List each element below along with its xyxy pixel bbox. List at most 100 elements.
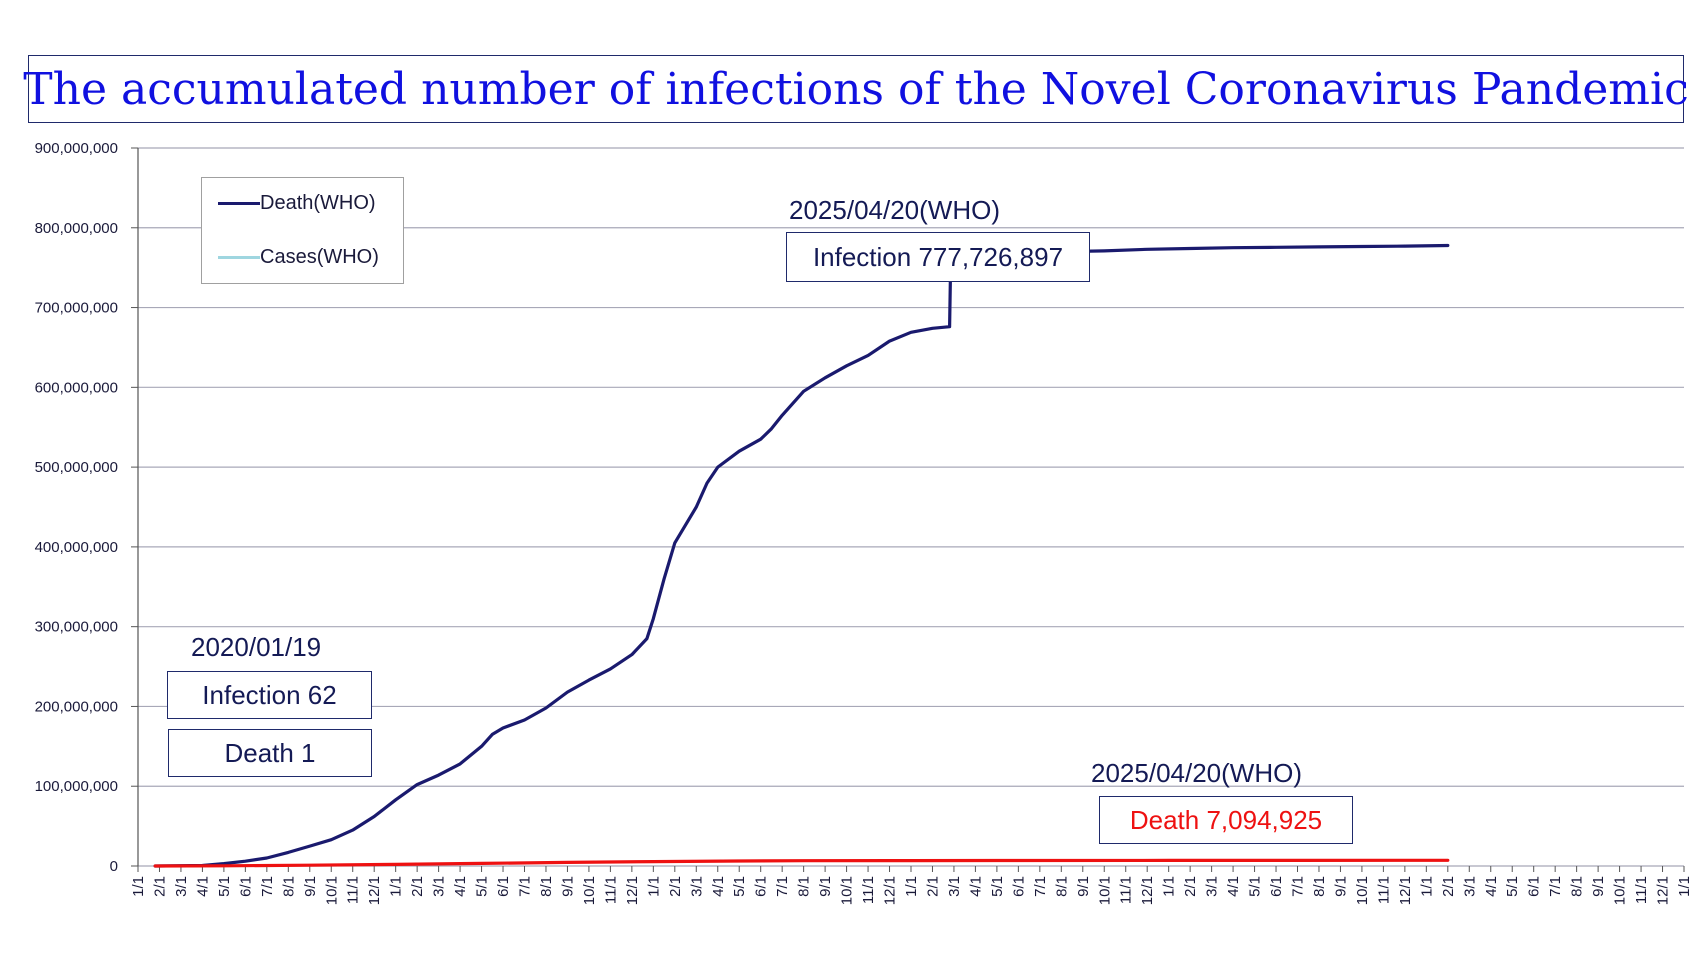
x-tick-label: 8/1 <box>1569 876 1586 897</box>
annotation-end-date-death: 2025/04/20(WHO) <box>1091 758 1302 788</box>
x-tick-label: 1/1 <box>130 876 147 897</box>
series-line-death-who <box>153 858 1450 868</box>
x-tick-label: 9/1 <box>817 876 834 897</box>
x-tick-label: 3/1 <box>688 876 705 897</box>
y-tick-label: 200,000,000 <box>35 698 118 715</box>
x-tick-label: 2/1 <box>1182 876 1199 897</box>
x-tick-label: 6/1 <box>1268 876 1285 897</box>
x-tick-label: 7/1 <box>774 876 791 897</box>
y-tick-label: 800,000,000 <box>35 220 118 237</box>
x-tick-label: 9/1 <box>302 876 319 897</box>
x-tick-label: 2/1 <box>924 876 941 897</box>
y-tick-label: 400,000,000 <box>35 539 118 556</box>
x-tick-label: 7/1 <box>1032 876 1049 897</box>
y-tick-label: 700,000,000 <box>35 300 118 317</box>
x-tick-label: 7/1 <box>517 876 534 897</box>
x-tick-label: 10/1 <box>1354 876 1371 905</box>
x-tick-label: 10/1 <box>839 876 856 905</box>
x-tick-label: 12/1 <box>1139 876 1156 905</box>
x-tick-label: 1/1 <box>1418 876 1435 897</box>
x-tick-label: 4/1 <box>710 876 727 897</box>
annotation-start-infection: Infection 62 <box>167 671 372 719</box>
x-tick-label: 3/1 <box>173 876 190 897</box>
x-tick-label: 5/1 <box>731 876 748 897</box>
x-tick-label: 6/1 <box>495 876 512 897</box>
x-tick-label: 8/1 <box>1053 876 1070 897</box>
x-tick-label: 4/1 <box>1483 876 1500 897</box>
legend: Death(WHO) Cases(WHO) <box>201 177 404 284</box>
x-tick-label: 1/1 <box>645 876 662 897</box>
x-tick-label: 1/1 <box>903 876 920 897</box>
x-tick-label: 2/1 <box>151 876 168 897</box>
x-tick-label: 11/1 <box>1633 876 1650 904</box>
x-tick-label: 2/1 <box>409 876 426 897</box>
x-tick-label: 9/1 <box>1075 876 1092 897</box>
x-tick-label: 11/1 <box>860 876 877 904</box>
y-axis: 0 100,000,000 200,000,000 300,000,000 400,00… <box>35 140 139 875</box>
x-tick-label: 11/1 <box>602 876 619 904</box>
x-tick-label: 8/1 <box>280 876 297 897</box>
x-tick-label: 4/1 <box>967 876 984 897</box>
x-tick-label: 11/1 <box>1118 876 1135 904</box>
legend-swatch-death <box>218 201 260 205</box>
x-tick-label: 1/1 <box>1161 876 1178 897</box>
annotation-start-date: 2020/01/19 <box>191 632 322 662</box>
x-tick-label: 10/1 <box>581 876 598 905</box>
x-tick-label: 5/1 <box>989 876 1006 897</box>
x-tick-label: 3/1 <box>1204 876 1221 897</box>
x-tick-label: 10/1 <box>1612 876 1629 905</box>
x-tick-label: 4/1 <box>452 876 469 897</box>
x-axis: 1/1 2/1 3/1 4/1 5/1 6/1 7/1 8/1 9/1 10/1 11/1 12/1 1… <box>130 866 1693 905</box>
annotation-end-date-infection: 2025/04/20(WHO) <box>789 195 1000 225</box>
annotation-end-death: Death 7,094,925 <box>1099 796 1353 844</box>
x-tick-label: 12/1 <box>1655 876 1672 905</box>
legend-label-death: Death(WHO) <box>260 191 376 214</box>
x-tick-label: 3/1 <box>946 876 963 897</box>
x-tick-label: 5/1 <box>216 876 233 897</box>
x-tick-label: 12/1 <box>624 876 641 905</box>
x-tick-label: 8/1 <box>538 876 555 897</box>
x-tick-label: 7/1 <box>1290 876 1307 897</box>
x-tick-label: 10/1 <box>323 876 340 905</box>
x-tick-label: 10/1 <box>1096 876 1113 905</box>
x-tick-label: 12/1 <box>366 876 383 905</box>
x-tick-label: 11/1 <box>345 876 362 904</box>
x-tick-label: 1/1 <box>1676 876 1693 897</box>
y-tick-label: 300,000,000 <box>35 619 118 636</box>
x-tick-label: 9/1 <box>1332 876 1349 897</box>
x-tick-label: 7/1 <box>1547 876 1564 897</box>
x-tick-label: 6/1 <box>1010 876 1027 897</box>
x-tick-label: 6/1 <box>237 876 254 897</box>
chart-title-box: The accumulated number of infections of … <box>23 55 1689 123</box>
x-tick-label: 2/1 <box>1440 876 1457 897</box>
chart-title: The accumulated number of infections of … <box>23 63 1689 115</box>
x-tick-label: 9/1 <box>559 876 576 897</box>
x-tick-label: 6/1 <box>753 876 770 897</box>
x-tick-label: 5/1 <box>1247 876 1264 897</box>
x-tick-label: 12/1 <box>1397 876 1414 905</box>
y-tick-label: 0 <box>110 858 118 875</box>
x-tick-label: 7/1 <box>259 876 276 897</box>
y-tick-label: 600,000,000 <box>35 379 118 396</box>
annotation-end-infection: Infection 777,726,897 <box>786 232 1090 282</box>
x-tick-label: 8/1 <box>1311 876 1328 897</box>
x-tick-label: 8/1 <box>796 876 813 897</box>
y-tick-label: 500,000,000 <box>35 459 118 476</box>
x-tick-label: 9/1 <box>1590 876 1607 897</box>
x-tick-label: 3/1 <box>431 876 448 897</box>
legend-item-death: Death(WHO) <box>218 192 376 214</box>
x-tick-label: 5/1 <box>474 876 491 897</box>
legend-label-cases: Cases(WHO) <box>260 245 379 268</box>
x-tick-label: 2/1 <box>667 876 684 897</box>
annotation-start-death: Death 1 <box>168 729 372 777</box>
legend-item-cases: Cases(WHO) <box>218 246 379 268</box>
x-tick-label: 5/1 <box>1504 876 1521 897</box>
x-tick-label: 4/1 <box>194 876 211 897</box>
x-tick-label: 1/1 <box>388 876 405 897</box>
y-tick-label: 900,000,000 <box>35 140 118 157</box>
x-tick-label: 11/1 <box>1375 876 1392 904</box>
y-tick-label: 100,000,000 <box>35 778 118 795</box>
x-tick-label: 12/1 <box>882 876 899 905</box>
grid-lines <box>138 147 1684 867</box>
